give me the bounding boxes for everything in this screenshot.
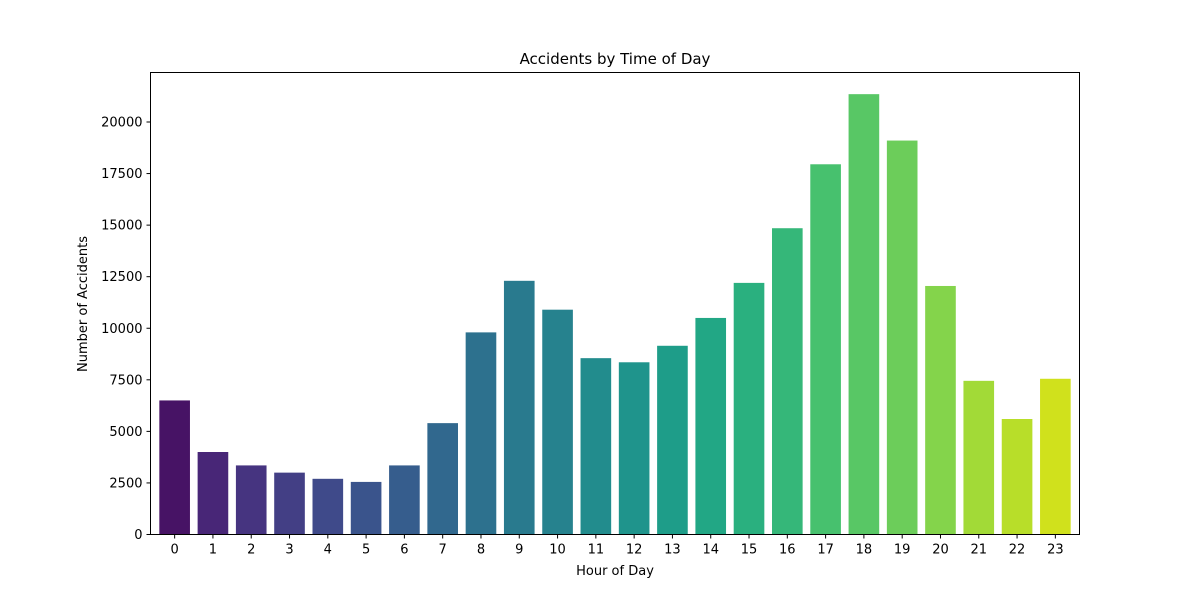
y-tick-label: 2500 [109,476,142,491]
chart-title: Accidents by Time of Day [520,50,711,68]
bar-hour-13 [657,345,688,535]
x-tick-label: 8 [477,543,485,558]
y-tick-label: 10000 [101,322,142,337]
x-tick-label: 15 [741,543,758,558]
x-tick-label: 12 [626,543,643,558]
x-tick-label: 20 [932,543,949,558]
bar-hour-22 [1001,419,1033,535]
x-tick-label: 19 [894,543,911,558]
y-tick-label: 12500 [101,270,142,285]
bar-hour-5 [350,481,382,535]
x-tick-label: 0 [171,543,179,558]
x-tick-label: 6 [400,543,408,558]
y-axis-label: Number of Accidents [76,236,91,372]
x-tick-label: 7 [439,543,447,558]
x-tick-label: 22 [1009,543,1026,558]
y-tick-label: 0 [134,528,142,543]
y-tick-label: 20000 [101,116,142,131]
bar-hour-1 [197,452,229,535]
bar-hour-12 [618,362,650,535]
x-tick-label: 3 [285,543,293,558]
x-tick-label: 17 [817,543,834,558]
bar-hour-9 [503,280,535,535]
y-tick-label: 17500 [101,167,142,182]
bar-hour-19 [886,140,918,535]
x-tick-label: 10 [549,543,566,558]
bar-hour-16 [772,228,803,535]
bar-hour-0 [159,400,190,535]
x-tick-label: 14 [702,543,719,558]
bar-hour-14 [695,317,727,535]
bar-hour-20 [925,285,956,535]
bar-hour-17 [810,164,841,535]
x-tick-label: 23 [1047,543,1064,558]
x-tick-label: 1 [209,543,217,558]
x-tick-label: 5 [362,543,370,558]
bar-hour-11 [580,358,612,535]
x-axis-label: Hour of Day [576,564,654,579]
y-axis: 0 2500 5000 7500 10000 12500 15000 17500 20000 [101,116,151,543]
bar-hour-18 [848,94,880,535]
x-tick-label: 21 [970,543,987,558]
bar-hour-8 [465,332,497,535]
bar-hour-3 [274,472,305,535]
bar-hour-15 [733,282,765,535]
bar-hour-4 [312,478,344,535]
x-tick-label: 18 [856,543,873,558]
bar-hour-2 [235,465,267,535]
bars-group [159,94,1071,535]
x-tick-label: 4 [324,543,332,558]
bar-hour-7 [427,423,458,535]
x-tick-label: 16 [779,543,796,558]
bar-hour-6 [389,465,420,535]
bar-hour-23 [1040,378,1071,535]
x-tick-label: 11 [588,543,605,558]
x-axis: 0 1 2 3 4 5 6 7 8 9 10 11 12 13 14 15 16 17 18 19 20 21 22 23 [171,534,1064,558]
plot-frame [150,72,1080,535]
x-tick-label: 9 [515,543,523,558]
bar-hour-10 [542,309,573,535]
y-tick-label: 5000 [109,425,142,440]
y-tick-label: 15000 [101,219,142,234]
y-tick-label: 7500 [109,373,142,388]
x-tick-label: 13 [664,543,681,558]
bar-hour-21 [963,380,995,535]
x-tick-label: 2 [247,543,255,558]
